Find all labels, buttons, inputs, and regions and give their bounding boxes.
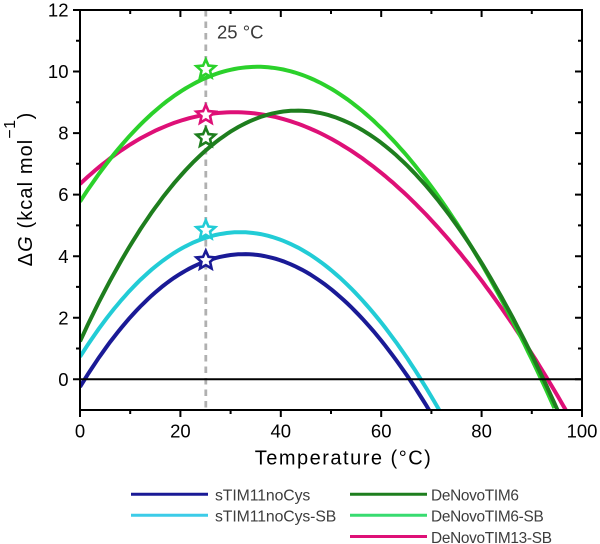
- svg-text:10: 10: [48, 61, 69, 82]
- svg-text:12: 12: [48, 0, 69, 21]
- svg-text:4: 4: [58, 246, 68, 267]
- svg-text:DeNovoTIM6-SB: DeNovoTIM6-SB: [431, 508, 543, 525]
- svg-text:80: 80: [471, 421, 492, 442]
- svg-text:0: 0: [75, 421, 85, 442]
- svg-text:0: 0: [58, 369, 68, 390]
- svg-text:Temperature (°C): Temperature (°C): [255, 448, 433, 470]
- svg-text:8: 8: [58, 123, 68, 144]
- svg-text:sTIM11noCys: sTIM11noCys: [215, 487, 310, 504]
- svg-text:sTIM11noCys-SB: sTIM11noCys-SB: [215, 508, 336, 525]
- svg-text:100: 100: [567, 421, 598, 442]
- svg-text:DeNovoTIM13-SB: DeNovoTIM13-SB: [431, 530, 552, 544]
- svg-text:DeNovoTIM6: DeNovoTIM6: [431, 487, 519, 504]
- svg-text:6: 6: [58, 184, 68, 205]
- svg-text:25 °C: 25 °C: [217, 22, 263, 43]
- svg-text:20: 20: [170, 421, 191, 442]
- svg-text:40: 40: [271, 421, 292, 442]
- svg-text:60: 60: [371, 421, 392, 442]
- svg-text:2: 2: [58, 307, 68, 328]
